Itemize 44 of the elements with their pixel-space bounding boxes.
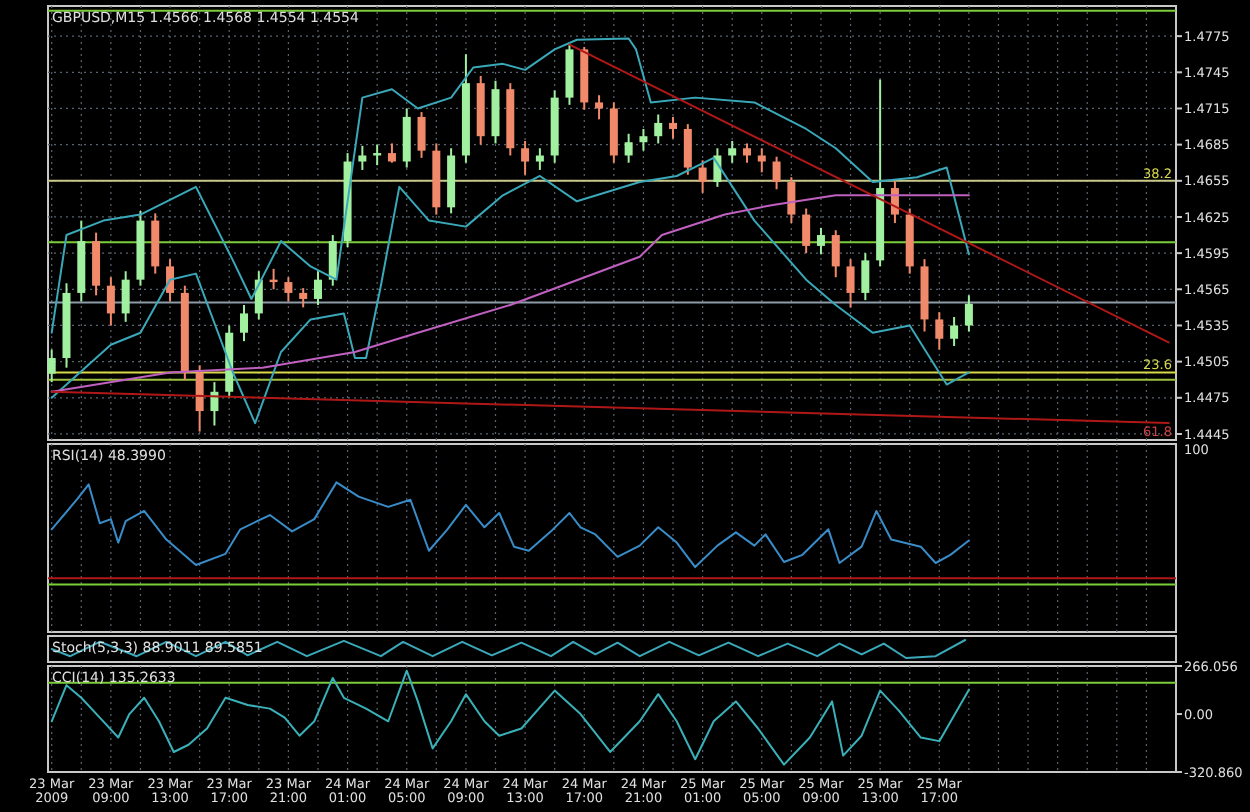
candlestick — [151, 212, 160, 275]
candlestick — [742, 142, 751, 164]
candlestick — [935, 311, 944, 351]
candlestick — [491, 79, 500, 145]
candlestick — [299, 287, 308, 309]
candlestick — [313, 270, 322, 306]
candlestick — [816, 226, 825, 256]
candlestick — [654, 113, 663, 145]
candlestick — [121, 270, 130, 323]
candlestick — [609, 101, 618, 164]
candlestick — [402, 107, 411, 169]
line-series — [50, 37, 970, 334]
candlestick — [417, 111, 426, 159]
candlestick — [387, 142, 396, 164]
candlestick — [861, 252, 870, 302]
candlestick — [757, 147, 766, 174]
candlestick — [846, 258, 855, 309]
candlestick — [166, 258, 175, 303]
candlestick — [328, 234, 337, 287]
line-series — [50, 194, 970, 393]
candlestick — [358, 144, 367, 171]
candlestick — [772, 155, 781, 191]
candlestick — [284, 276, 293, 303]
line-series — [50, 669, 970, 766]
candlestick — [639, 127, 648, 152]
candlestick — [47, 348, 56, 384]
candlestick — [92, 231, 101, 297]
candlestick — [535, 147, 544, 171]
candlestick — [802, 207, 811, 255]
candlestick — [521, 140, 530, 176]
candlestick — [950, 316, 959, 347]
candlestick — [624, 132, 633, 164]
candlestick — [698, 159, 707, 194]
candlestick — [595, 94, 604, 121]
candlestick — [240, 303, 249, 343]
candlestick — [683, 123, 692, 176]
candlestick — [787, 176, 796, 224]
candlestick — [831, 229, 840, 279]
candlestick — [106, 276, 115, 327]
candlestick — [195, 364, 204, 433]
line-series — [50, 156, 970, 425]
candlestick — [728, 140, 737, 164]
candlestick — [669, 115, 678, 140]
candlestick — [964, 294, 973, 333]
